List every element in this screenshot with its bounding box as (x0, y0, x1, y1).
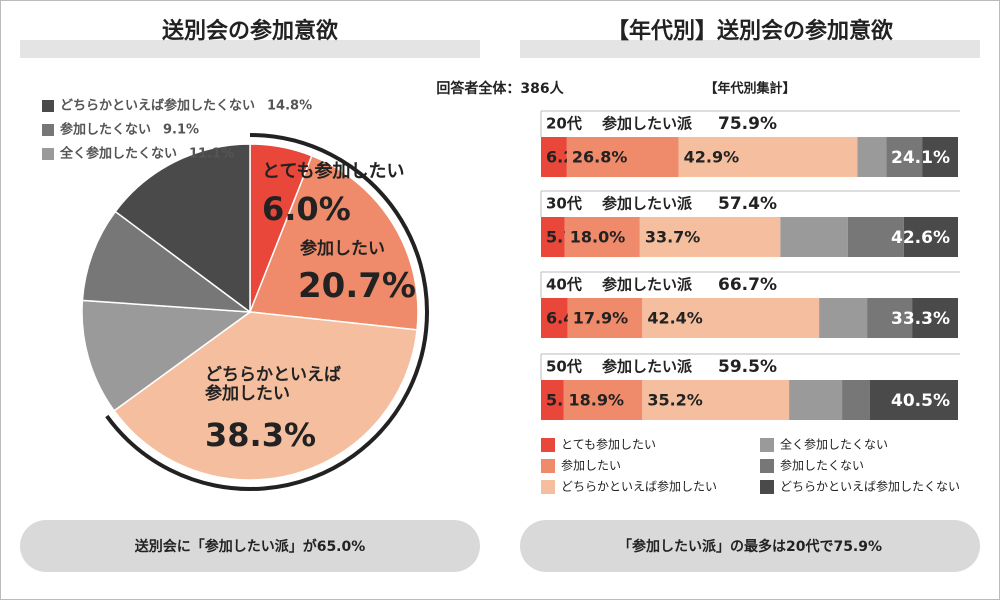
bar-segment (541, 137, 567, 177)
summary: 「参加したい派」の最多は20代で75.9% (520, 520, 980, 572)
bar-segment (563, 380, 643, 420)
category-label: 40代 (546, 276, 582, 294)
pie-slice (113, 311, 418, 481)
group-arc (105, 133, 429, 491)
title-band (520, 40, 980, 58)
group-label: 参加したい派 (602, 358, 693, 376)
bar-segment (867, 298, 913, 338)
bar-value: 18.9% (569, 391, 625, 410)
legend-value: 9.1% (163, 123, 199, 138)
bar-segment (566, 137, 679, 177)
legend-swatch (760, 438, 774, 452)
bar-segment (541, 380, 564, 420)
note: 回答者全体：386人 (436, 80, 564, 97)
legend-label: どちらかといえば参加したくない (60, 98, 255, 114)
slice-label: 参加したい (300, 239, 385, 259)
group-total: 66.7% (718, 275, 777, 295)
bar-value: 18.0% (570, 228, 626, 247)
bar-segment (678, 137, 858, 177)
legend-swatch (42, 148, 54, 160)
bar-segment (903, 217, 958, 257)
negative-total: 42.6% (891, 228, 950, 248)
pie-slice (248, 154, 419, 331)
bar-segment (870, 380, 958, 420)
title-band (20, 40, 480, 58)
bar-segment (567, 298, 643, 338)
bar-segment (541, 298, 568, 338)
bar-segment (847, 217, 904, 257)
legend-swatch (760, 459, 774, 473)
group-label: 参加したい派 (602, 115, 693, 133)
bar-segment (857, 137, 887, 177)
legend-label: どちらかといえば参加したくない (780, 479, 960, 494)
bar-segment (541, 217, 565, 257)
bar-segment (780, 217, 848, 257)
group-label: 参加したい派 (602, 195, 693, 213)
legend-swatch (541, 438, 555, 452)
chart-title: 送別会の参加意欲 (162, 18, 338, 44)
legend-label: 全く参加したくない (59, 146, 177, 162)
group-total: 59.5% (718, 357, 777, 377)
subtitle: 【年代別集計】 (704, 81, 795, 97)
legend-value: 11.1% (189, 147, 234, 162)
legend-label: どちらかといえば参加したい (561, 479, 717, 494)
bar-segment (642, 380, 790, 420)
bar-segment (886, 137, 923, 177)
slice-value: 20.7% (298, 266, 416, 306)
negative-total: 40.5% (891, 391, 950, 411)
legend-swatch (760, 480, 774, 494)
slice-label: とても参加したい (262, 161, 405, 182)
legend-label: 参加したくない (60, 122, 151, 138)
legend-swatch (541, 480, 555, 494)
bar-value: 42.4% (647, 309, 703, 328)
bar-value: 42.9% (684, 148, 740, 167)
legend-swatch (42, 100, 54, 112)
bar-segment (842, 380, 871, 420)
bar-segment (789, 380, 843, 420)
bar-value: 17.9% (573, 309, 629, 328)
slice-label: どちらかといえば参加したい (205, 365, 341, 404)
bar-value: 26.8% (572, 148, 628, 167)
bar-value: 35.2% (647, 391, 703, 410)
bar-segment (922, 137, 958, 177)
summary: 送別会に「参加したい派」が65.0% (20, 520, 480, 572)
legend-label: とても参加したい (561, 437, 656, 452)
pie-slice (81, 299, 253, 412)
bar-segment (639, 217, 781, 257)
slice-value: 38.3% (205, 416, 317, 454)
bar-value: 33.7% (645, 228, 701, 247)
legend-value: 14.8% (267, 99, 312, 114)
legend-label: 参加したくない (780, 458, 864, 473)
bar-segment (819, 298, 868, 338)
group-total: 57.4% (718, 194, 777, 214)
legend-swatch (42, 124, 54, 136)
bar-segment (912, 298, 958, 338)
group-total: 75.9% (718, 114, 777, 134)
category-label: 30代 (546, 195, 582, 213)
slice-value: 6.0% (262, 190, 351, 228)
pie-slice (81, 210, 253, 313)
legend-swatch (541, 459, 555, 473)
negative-total: 33.3% (891, 309, 950, 329)
legend-label: 全く参加したくない (780, 437, 888, 452)
chart-title: 【年代別】送別会の参加意欲 (607, 18, 893, 44)
pie-slice (114, 143, 251, 314)
negative-total: 24.1% (891, 148, 950, 168)
category-label: 20代 (546, 115, 582, 133)
bar-segment (564, 217, 640, 257)
group-label: 参加したい派 (602, 276, 693, 294)
legend-label: 参加したい (561, 458, 621, 473)
category-label: 50代 (546, 358, 582, 376)
bar-segment (642, 298, 820, 338)
